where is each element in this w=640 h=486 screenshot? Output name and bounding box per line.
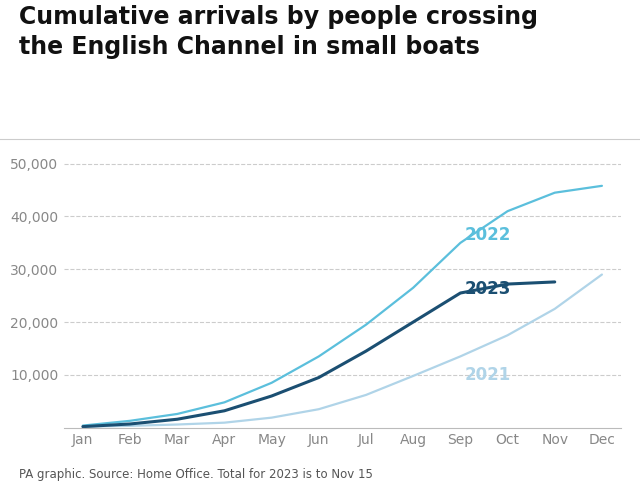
Text: PA graphic. Source: Home Office. Total for 2023 is to Nov 15: PA graphic. Source: Home Office. Total f…	[19, 468, 373, 481]
Text: 2022: 2022	[465, 226, 511, 244]
Text: Cumulative arrivals by people crossing
the English Channel in small boats: Cumulative arrivals by people crossing t…	[19, 5, 538, 58]
Text: 2021: 2021	[465, 366, 511, 384]
Text: 2023: 2023	[465, 280, 511, 298]
